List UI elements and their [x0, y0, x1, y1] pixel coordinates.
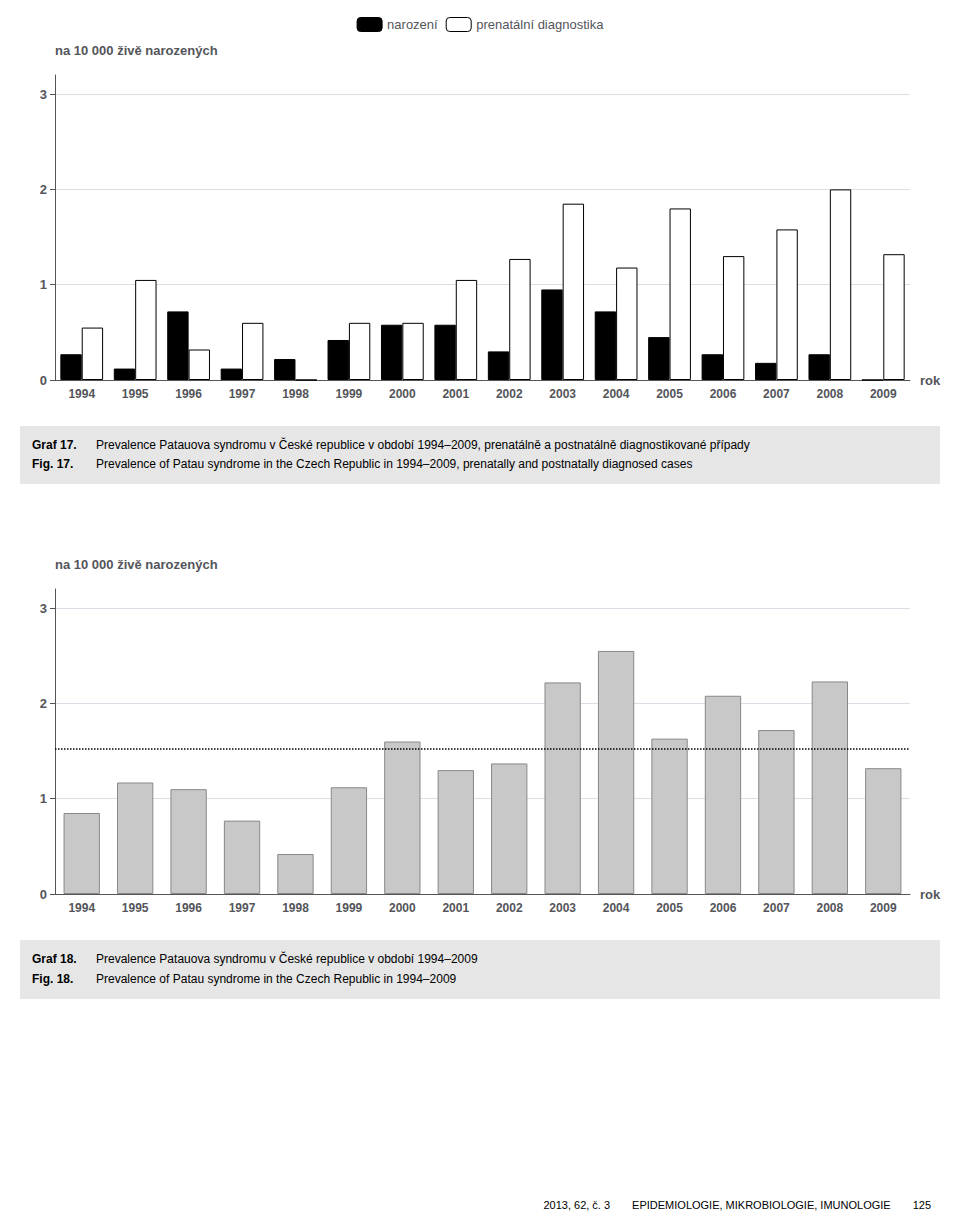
- html-text:Prevalence of Patau syndrome i: Prevalence of Patau syndrome in the Czec…: [96, 971, 457, 986]
- svg-text:1996: 1996: [175, 901, 202, 915]
- svg-text:1: 1: [40, 792, 47, 807]
- html-text:Prevalence of Patau syndrome i: Prevalence of Patau syndrome in the Czec…: [96, 457, 693, 472]
- svg-text:2007: 2007: [763, 901, 790, 915]
- svg-text:2004: 2004: [603, 901, 630, 915]
- svg-text:2008: 2008: [816, 387, 843, 401]
- svg-text:1995: 1995: [122, 387, 149, 401]
- svg-text:rok: rok: [920, 373, 941, 388]
- svg-text:0: 0: [40, 887, 47, 902]
- svg-text:2009: 2009: [870, 387, 897, 401]
- html-text:Fig. 17.: Fig. 17.: [32, 457, 74, 472]
- svg-text:1998: 1998: [282, 387, 309, 401]
- svg-text:2000: 2000: [389, 387, 416, 401]
- svg-text:2004: 2004: [603, 387, 630, 401]
- svg-text:3: 3: [40, 87, 47, 102]
- html-text:Graf 18.: Graf 18.: [32, 952, 77, 967]
- svg-text:2003: 2003: [549, 387, 576, 401]
- svg-text:2: 2: [40, 696, 47, 711]
- svg-text:1999: 1999: [336, 387, 363, 401]
- svg-text:2001: 2001: [442, 387, 469, 401]
- svg-text:3: 3: [40, 601, 47, 616]
- html-text:Graf 17.: Graf 17.: [32, 438, 77, 452]
- svg-text:2009: 2009: [870, 901, 897, 915]
- svg-text:2008: 2008: [816, 901, 843, 915]
- svg-text:1995: 1995: [122, 901, 149, 915]
- html-text:Prevalence Patauova syndromu v: Prevalence Patauova syndromu v České rep…: [96, 952, 478, 967]
- html-text:2013, 62, č. 3 EPIDEMIOLOGIE,: 2013, 62, č. 3 EPIDEMIOLOGIE, MIKROBIOLO…: [543, 1199, 931, 1211]
- svg-text:na 10 000 živě narozených: na 10 000 živě narozených: [55, 43, 218, 58]
- svg-text:rok: rok: [920, 887, 941, 902]
- svg-text:2007: 2007: [763, 387, 790, 401]
- svg-text:na 10 000 živě narozených: na 10 000 živě narozených: [55, 557, 218, 572]
- html-text:Fig. 18.: Fig. 18.: [32, 971, 74, 986]
- svg-text:1997: 1997: [229, 901, 256, 915]
- svg-text:2006: 2006: [710, 387, 737, 401]
- svg-text:prenatální diagnostika: prenatální diagnostika: [476, 17, 604, 32]
- svg-text:2002: 2002: [496, 387, 523, 401]
- svg-text:2006: 2006: [710, 901, 737, 915]
- svg-text:2: 2: [40, 182, 47, 197]
- svg-text:2000: 2000: [389, 901, 416, 915]
- html-text:Prevalence Patauova syndromu v: Prevalence Patauova syndromu v České rep…: [96, 438, 750, 452]
- svg-text:2003: 2003: [549, 901, 576, 915]
- svg-text:1999: 1999: [336, 901, 363, 915]
- svg-text:2005: 2005: [656, 901, 683, 915]
- svg-text:1998: 1998: [282, 901, 309, 915]
- svg-text:1996: 1996: [175, 387, 202, 401]
- svg-text:1997: 1997: [229, 387, 256, 401]
- svg-text:0: 0: [40, 373, 47, 388]
- svg-text:1994: 1994: [68, 901, 95, 915]
- svg-text:2005: 2005: [656, 387, 683, 401]
- svg-text:narození: narození: [387, 17, 438, 32]
- svg-text:1: 1: [40, 277, 47, 292]
- svg-text:2001: 2001: [442, 901, 469, 915]
- svg-text:2002: 2002: [496, 901, 523, 915]
- svg-text:1994: 1994: [68, 387, 95, 401]
